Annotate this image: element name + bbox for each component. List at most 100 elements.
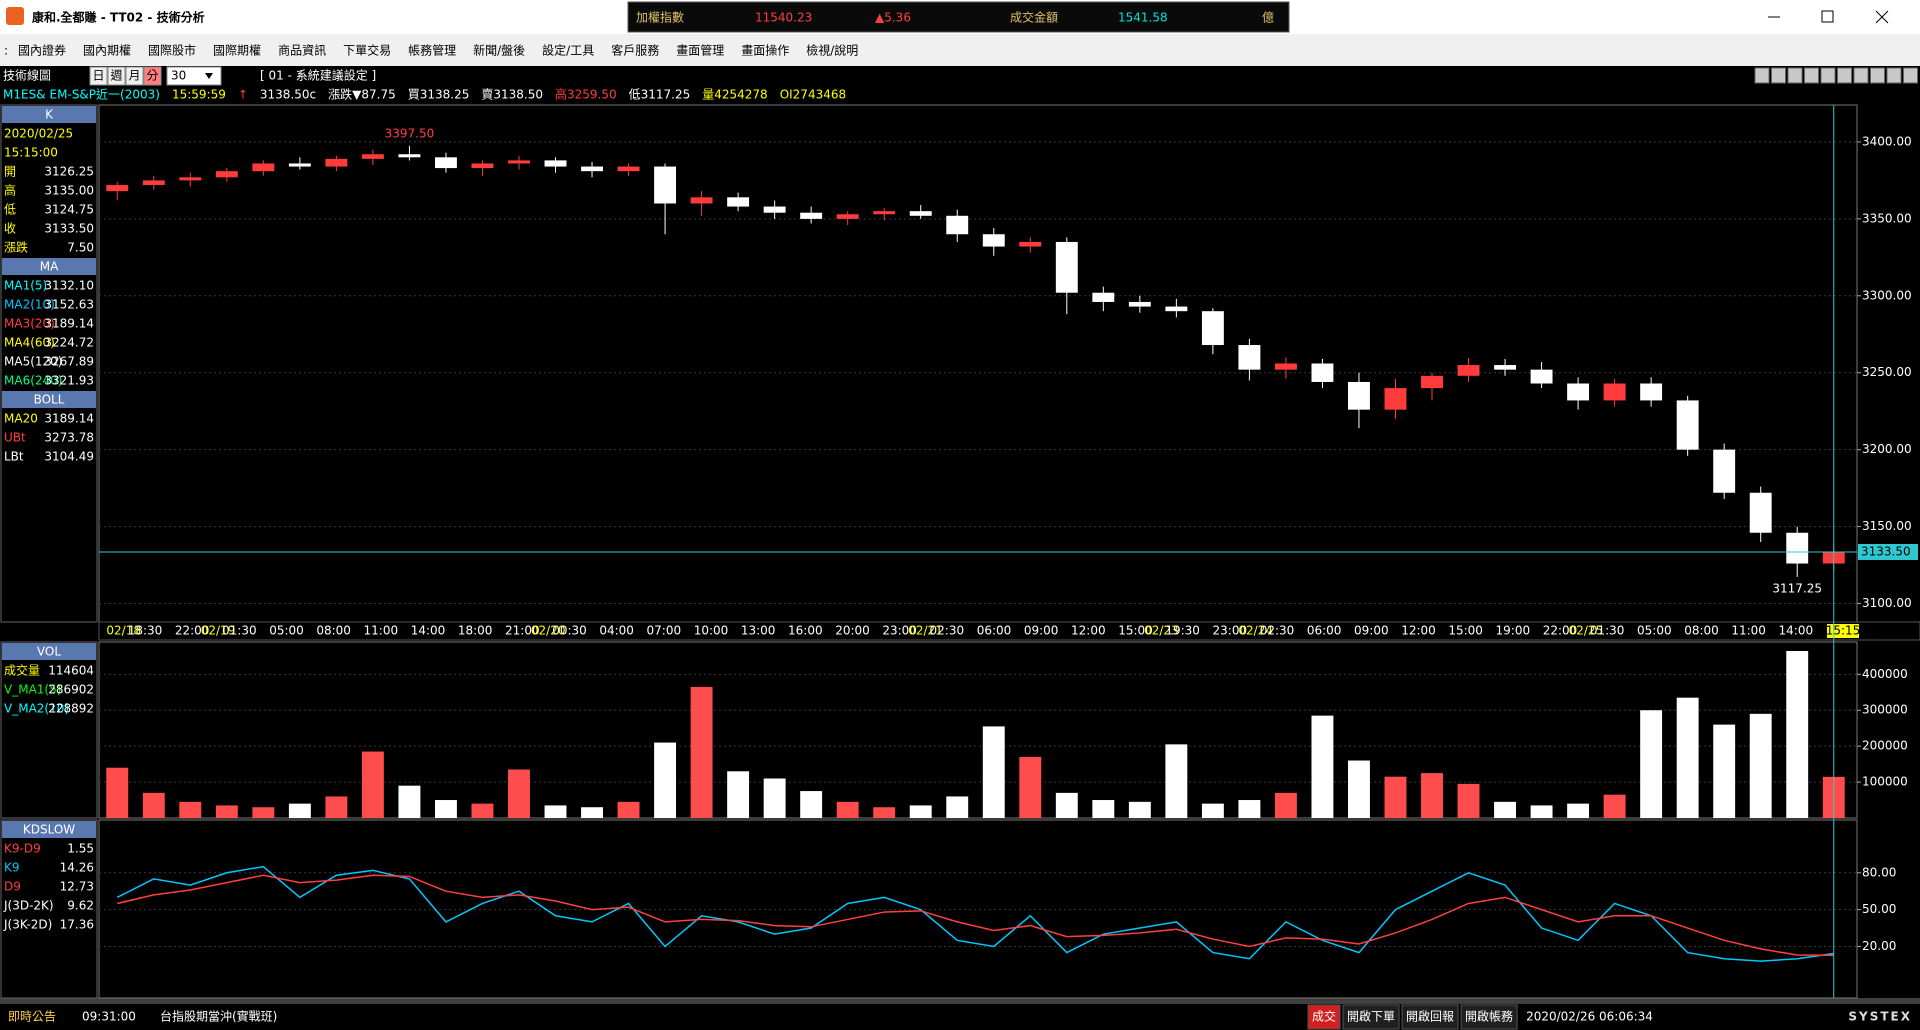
close-button[interactable] bbox=[1875, 10, 1889, 24]
volume-bar bbox=[252, 807, 275, 818]
tool-icon[interactable] bbox=[1853, 67, 1869, 84]
quote-info: 低3117.25 bbox=[629, 87, 691, 102]
candle-body bbox=[1640, 383, 1663, 401]
menu-item[interactable]: 國際股市 bbox=[148, 43, 196, 58]
menu-item[interactable]: 商品資訊 bbox=[278, 43, 326, 58]
status-button-label[interactable]: 開啟下單 bbox=[1347, 1010, 1395, 1024]
time-label: 11:00 bbox=[364, 624, 399, 638]
readout-value: 3132.10 bbox=[44, 279, 94, 293]
volume-bar bbox=[1567, 803, 1590, 818]
interval-select[interactable] bbox=[166, 66, 222, 86]
time-label: 19:00 bbox=[1496, 624, 1531, 638]
period-button[interactable] bbox=[125, 66, 144, 86]
volume-bar bbox=[1274, 792, 1297, 818]
volume-bar bbox=[142, 792, 165, 818]
volume-bar bbox=[1786, 650, 1809, 818]
menu-item[interactable]: 國內證券 bbox=[18, 43, 66, 58]
restore-button[interactable] bbox=[1821, 10, 1834, 23]
candle-body bbox=[763, 206, 786, 213]
volume-bar bbox=[106, 767, 129, 818]
period-button[interactable] bbox=[143, 66, 162, 86]
time-label: 12:00 bbox=[1071, 624, 1106, 638]
date-label: 02/25 bbox=[1569, 624, 1604, 638]
menu-item[interactable]: 帳務管理 bbox=[408, 43, 456, 58]
quote-info: 15:59:59 bbox=[172, 88, 226, 102]
y-tick-label: 3300.00 bbox=[1862, 288, 1912, 302]
readout-value: 286902 bbox=[48, 683, 94, 697]
volume-bar bbox=[544, 805, 567, 818]
candle-body bbox=[1019, 241, 1042, 247]
candle-body bbox=[1676, 400, 1699, 450]
period-button[interactable] bbox=[89, 66, 108, 86]
readout-value: 12.73 bbox=[60, 880, 94, 894]
time-label: 13:00 bbox=[741, 624, 776, 638]
period-label[interactable]: 週 bbox=[110, 68, 122, 83]
status-button[interactable] bbox=[1342, 1004, 1400, 1030]
status-button[interactable] bbox=[1460, 1004, 1518, 1030]
toolbar bbox=[0, 66, 1920, 86]
tool-icon[interactable] bbox=[1837, 67, 1852, 84]
volume-bar bbox=[508, 769, 530, 818]
readout-label: 低 bbox=[4, 202, 16, 217]
menu-item[interactable]: 客戶服務 bbox=[611, 43, 659, 58]
tool-icon[interactable] bbox=[1820, 67, 1836, 84]
period-label[interactable]: 分 bbox=[146, 69, 158, 83]
readout-label: V_MA2(10) bbox=[4, 702, 69, 716]
readout-label: MA1(5) bbox=[4, 279, 47, 293]
menu-item[interactable]: 畫面管理 bbox=[676, 43, 724, 58]
volume-bar bbox=[398, 785, 421, 818]
tool-icon[interactable] bbox=[1771, 67, 1786, 84]
menu-item[interactable]: 下單交易 bbox=[343, 43, 391, 58]
volume-bar bbox=[1019, 756, 1042, 818]
candle-body bbox=[873, 211, 896, 215]
volume-bar bbox=[1055, 792, 1078, 818]
ticker-amount: 1541.58 bbox=[1118, 11, 1168, 25]
status-button-label[interactable]: 成交 bbox=[1312, 1009, 1336, 1024]
tool-icon[interactable] bbox=[1886, 67, 1902, 84]
tool-icon[interactable] bbox=[1870, 67, 1885, 84]
status-button[interactable] bbox=[1307, 1004, 1341, 1030]
candle-body bbox=[1311, 363, 1334, 382]
candle-body bbox=[690, 197, 713, 204]
candle-body bbox=[1786, 532, 1809, 564]
candle-body bbox=[654, 166, 677, 204]
status-button-label[interactable]: 開啟帳務 bbox=[1465, 1010, 1513, 1024]
volume-bar bbox=[946, 796, 969, 818]
period-label[interactable]: 月 bbox=[128, 69, 140, 83]
menu-item[interactable]: 畫面操作 bbox=[741, 43, 789, 58]
readout-header bbox=[2, 106, 96, 123]
menu-item[interactable]: 新聞/盤後 bbox=[473, 43, 525, 58]
volume-bar bbox=[1494, 801, 1517, 818]
date-label: 02/23 bbox=[1144, 624, 1179, 638]
dropdown-arrow[interactable] bbox=[205, 73, 213, 79]
readout-title: MA bbox=[40, 260, 59, 274]
plot-area bbox=[98, 104, 1858, 623]
candle-body bbox=[1128, 301, 1151, 307]
menu-item[interactable]: 檢視/說明 bbox=[806, 43, 858, 58]
time-label: 06:00 bbox=[977, 624, 1012, 638]
tool-icon[interactable] bbox=[1804, 67, 1819, 84]
status-button[interactable] bbox=[1401, 1004, 1459, 1030]
status-button-label[interactable]: 開啟回報 bbox=[1406, 1010, 1454, 1024]
volume-bar bbox=[1092, 800, 1115, 818]
tool-icon[interactable] bbox=[1787, 67, 1803, 84]
period-label[interactable]: 日 bbox=[92, 69, 104, 83]
quote-info: 賣3138.50 bbox=[481, 87, 543, 102]
menu-item[interactable]: 國際期權 bbox=[213, 44, 261, 58]
readout-label: 漲跌 bbox=[4, 240, 28, 255]
interval-value[interactable]: 30 bbox=[171, 69, 186, 83]
ticker-amount-label: 成交金額 bbox=[1010, 10, 1058, 25]
candle-body bbox=[1494, 365, 1517, 370]
quote-info: 高3259.50 bbox=[555, 87, 617, 102]
candle-body bbox=[1713, 449, 1736, 493]
menu-item[interactable]: 國內期權 bbox=[83, 44, 131, 58]
readout-value: 228892 bbox=[48, 702, 94, 716]
menu-item[interactable]: 設定/工具 bbox=[542, 43, 594, 58]
y-tick-label: 80.00 bbox=[1862, 865, 1896, 879]
menu-grip: : bbox=[4, 44, 8, 58]
period-button[interactable] bbox=[107, 66, 126, 86]
readout-value: 17.36 bbox=[60, 918, 94, 932]
readout-header bbox=[2, 821, 96, 838]
tool-icon[interactable] bbox=[1903, 67, 1918, 84]
tool-icon[interactable] bbox=[1754, 67, 1770, 84]
